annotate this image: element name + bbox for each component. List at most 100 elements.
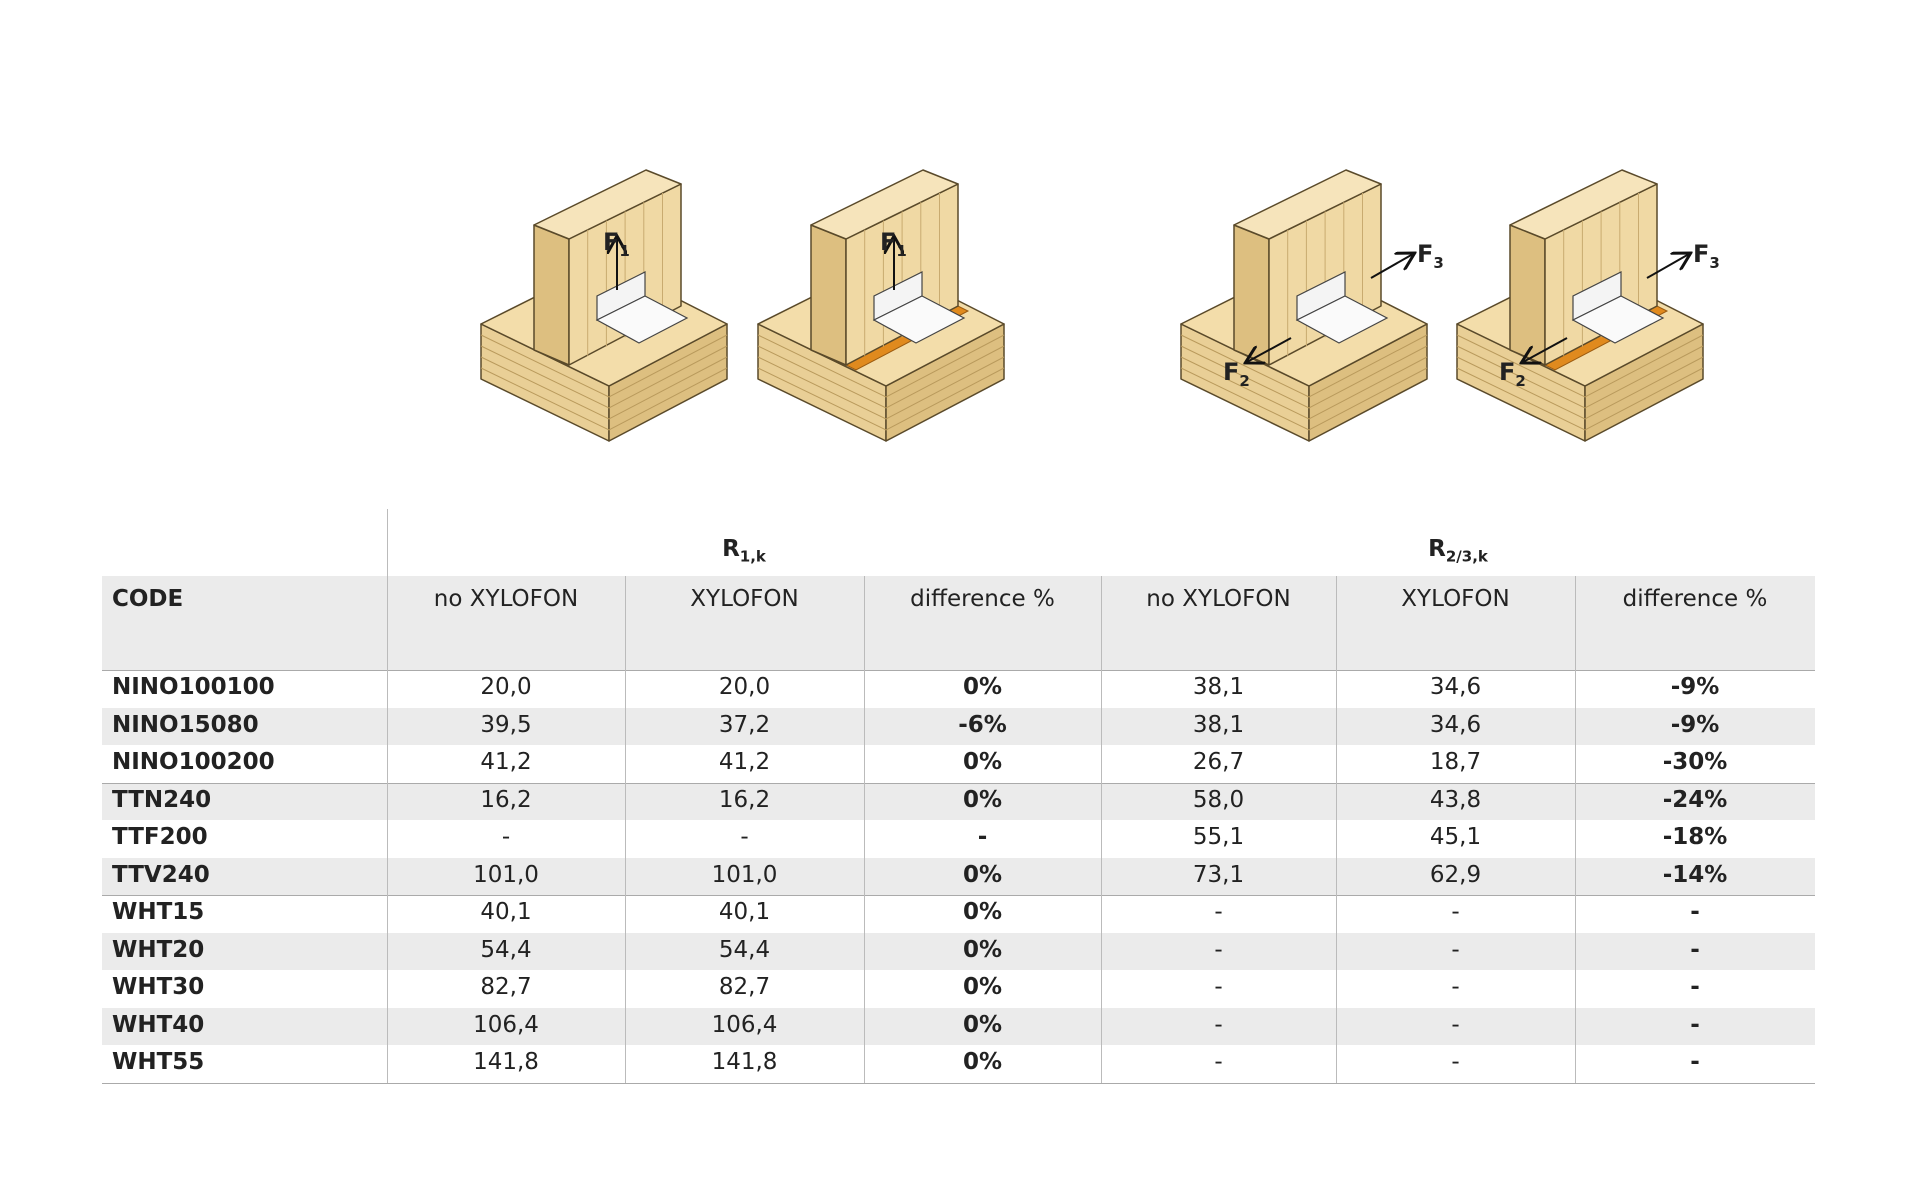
row-code: WHT20 — [112, 936, 205, 963]
column-divider — [1575, 576, 1576, 1083]
cell-value: 55,1 — [1192, 824, 1245, 850]
cell-value: 26,7 — [1192, 749, 1245, 775]
cell-value: 37,2 — [718, 711, 771, 738]
cell-value: - — [1451, 1011, 1460, 1038]
cell-value: - — [1214, 936, 1223, 963]
cell-value: 34,6 — [1429, 674, 1482, 700]
ply — [480, 367, 728, 431]
force-index: 1 — [619, 242, 629, 260]
force-arrow — [1523, 337, 1568, 362]
force-symbol: F — [1499, 358, 1515, 386]
group-index: 2/3,k — [1445, 547, 1488, 566]
cell-value: -30% — [1662, 749, 1728, 775]
row-divider — [102, 895, 1815, 896]
cell-value: 0% — [962, 1049, 1003, 1075]
cell-value: - — [1214, 899, 1223, 925]
ply — [757, 356, 1005, 420]
cell-value: - — [1690, 936, 1700, 963]
cell-value: -24% — [1662, 786, 1728, 813]
column-header: no XYLOFON — [1146, 586, 1291, 612]
wall-top — [533, 169, 682, 240]
ply — [1456, 334, 1704, 398]
group-header: R2/3,k — [1101, 536, 1815, 566]
cell-value: - — [1690, 899, 1700, 925]
ply — [480, 345, 728, 409]
column-divider — [1101, 576, 1102, 1083]
force-arrow — [1247, 337, 1292, 362]
row-code: WHT30 — [112, 974, 205, 1000]
force-symbol: F — [1693, 240, 1709, 268]
cell-value: 0% — [962, 899, 1003, 925]
cell-value: 141,8 — [473, 1049, 539, 1075]
cell-value: -9% — [1670, 674, 1720, 700]
bracket-horizontal — [1295, 295, 1389, 344]
wall-side — [533, 224, 570, 366]
row-code: NINO15080 — [112, 711, 259, 738]
cell-value: 101,0 — [711, 861, 778, 888]
cell-value: - — [1451, 936, 1460, 963]
column-header: XYLOFON — [1401, 586, 1510, 612]
cell-value: 45,1 — [1429, 824, 1482, 850]
cell-value: -14% — [1662, 861, 1728, 888]
ply — [1180, 345, 1428, 409]
cell-value: 54,4 — [480, 936, 532, 963]
force-symbol: F — [880, 228, 896, 256]
cell-value: 101,0 — [473, 861, 539, 888]
force-label: F1 — [603, 228, 630, 260]
cell-value: - — [740, 824, 749, 850]
cell-value: 38,1 — [1192, 674, 1245, 700]
cell-value: - — [1214, 974, 1223, 1000]
bracket-horizontal — [1571, 295, 1665, 344]
bracket-horizontal — [595, 295, 689, 344]
cell-value: 73,1 — [1192, 861, 1245, 888]
ply — [480, 356, 728, 420]
force-label: F3 — [1417, 240, 1444, 272]
ply — [1456, 367, 1704, 431]
cell-value: 16,2 — [480, 786, 532, 813]
force-index: 3 — [1709, 254, 1719, 272]
row-code: WHT55 — [112, 1049, 205, 1075]
wall-side — [1233, 224, 1270, 366]
row-code: TTF200 — [112, 824, 208, 850]
cell-value: 106,4 — [473, 1011, 539, 1038]
row-code: TTN240 — [112, 786, 212, 813]
force-index: 2 — [1239, 372, 1249, 390]
row-divider — [102, 670, 1815, 671]
column-header: XYLOFON — [690, 586, 799, 612]
column-header: CODE — [112, 586, 184, 612]
cell-value: 40,1 — [718, 899, 771, 925]
force-index: 3 — [1433, 254, 1443, 272]
cell-value: - — [1451, 899, 1460, 925]
force-symbol: F — [603, 228, 619, 256]
bracket-horizontal — [872, 295, 966, 344]
force-symbol: F — [1223, 358, 1239, 386]
row-code: WHT15 — [112, 899, 205, 925]
ply — [757, 367, 1005, 431]
ply — [1180, 356, 1428, 420]
cell-value: -9% — [1670, 711, 1720, 738]
column-header: no XYLOFON — [433, 586, 579, 612]
column-divider — [625, 576, 626, 1083]
group-symbol: R — [722, 536, 740, 562]
cell-value: 20,0 — [480, 674, 532, 700]
ply — [1180, 334, 1428, 398]
ply — [1456, 345, 1704, 409]
cell-value: 106,4 — [711, 1011, 778, 1038]
row-code: NINO100100 — [112, 674, 275, 700]
row-code: TTV240 — [112, 861, 210, 888]
cell-value: 62,9 — [1429, 861, 1482, 888]
ply — [757, 334, 1005, 398]
force-label: F2 — [1499, 358, 1526, 390]
cell-value: 43,8 — [1429, 786, 1482, 813]
force-arrow — [1370, 254, 1413, 279]
cell-value: 58,0 — [1192, 786, 1245, 813]
cell-value: 0% — [962, 674, 1003, 700]
cell-value: 141,8 — [711, 1049, 778, 1075]
column-divider — [1336, 576, 1337, 1083]
row-code: NINO100200 — [112, 749, 275, 775]
cell-value: - — [977, 824, 988, 850]
column-header: difference % — [1622, 586, 1768, 612]
wall-top — [1233, 169, 1382, 240]
